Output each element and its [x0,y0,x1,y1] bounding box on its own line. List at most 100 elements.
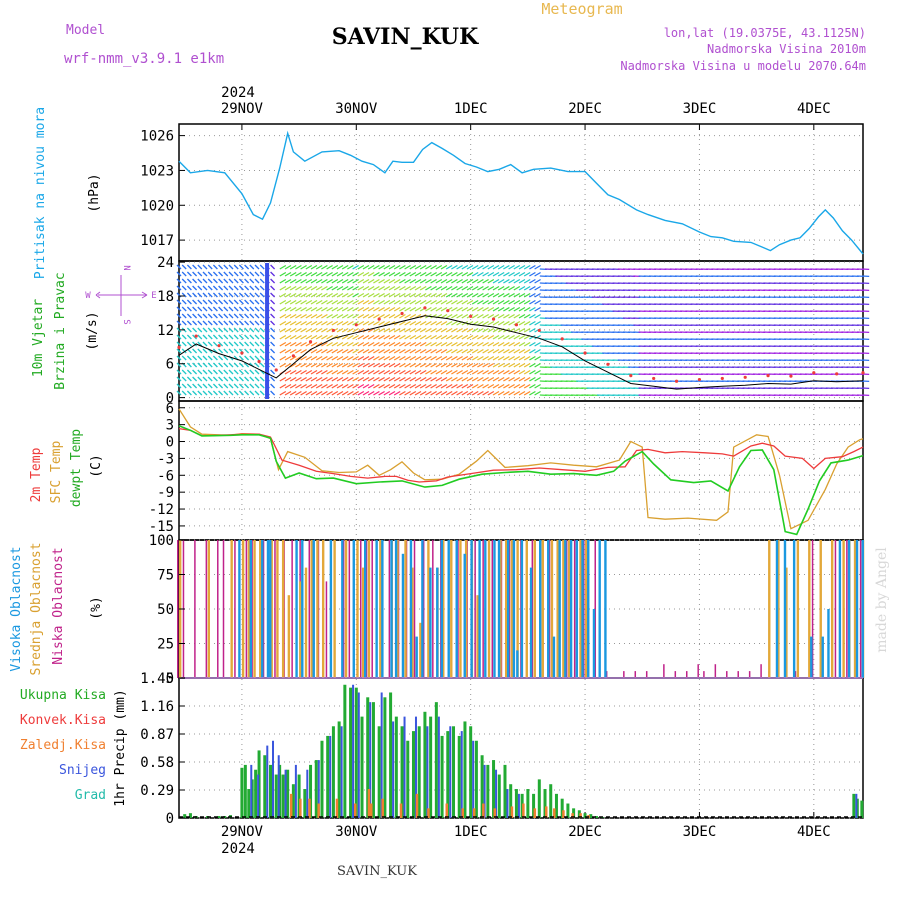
wind-barb [310,306,318,312]
model-name: wrf-nmm_v3.9.1 e1km [64,51,224,67]
total-precip-bar [560,798,564,818]
wind-barb [244,264,250,270]
wind-barb [326,264,333,270]
wind-barb [300,285,307,291]
wind-barb [279,264,287,270]
wind-barb [399,264,406,270]
wind-barb [523,313,531,319]
wind-barb [497,376,505,382]
wind-barb [249,306,255,312]
wind-barb [300,341,307,347]
wind-barb [482,383,489,389]
wind-barb [451,320,458,326]
wind-barb [425,376,432,382]
wind-barb [430,355,437,361]
wind-barb [186,299,192,305]
wind-barb [176,299,182,305]
wind-barb [212,271,218,277]
wind-barb [362,390,370,396]
wind-barb [352,383,359,389]
wind-barb [492,313,500,319]
wind-barb [300,383,307,389]
wind-barb [378,390,385,396]
wind-barb [378,348,385,354]
wind-barb [228,299,234,305]
low-cloud-bar [262,540,265,678]
wind-barb [445,271,453,277]
wind-barb [186,264,192,270]
model-label: Model [66,23,105,38]
wind-barb [186,383,192,389]
wind-barb [414,306,422,312]
wind-barb [310,341,318,347]
wind-barb [430,383,437,389]
wind-gust-marker [835,372,839,376]
wind-barb [399,383,406,389]
wind-barb [244,334,250,340]
wind-barb [409,292,417,298]
high-cloud-bar [415,636,418,678]
wind-barb [477,285,484,291]
snow-bar [317,760,320,818]
wind-barb [388,278,396,284]
wind-barb [445,362,453,368]
wind-barb [378,299,385,305]
wind-barb [357,306,365,312]
wind-barb [202,271,208,277]
wind-barb [508,348,515,354]
wind-barb [497,348,505,354]
wind-barb [477,355,484,361]
wind-barb [279,355,287,361]
wind-barb [228,334,234,340]
wind-barb [310,285,318,291]
wind-barb [523,341,531,347]
wind-barb [186,278,192,284]
wind-barb [492,306,500,312]
total-precip-bar [286,769,290,818]
high-cloud-bar [558,540,561,678]
pressure-ytick-label: 1017 [140,233,174,249]
wind-barb [393,383,401,389]
wind-barb [534,376,541,382]
wind-barb [513,292,521,298]
high-cloud-bar [821,636,824,678]
wind-barb [295,334,302,340]
wind-barb [347,390,354,396]
wind-barb [284,278,292,284]
mid-cloud-bar [259,540,262,678]
wind-barb [310,390,318,396]
wind-barb [534,362,541,368]
wind-barb [409,299,417,305]
wind-barb [482,390,489,396]
wind-barb [388,362,396,368]
wind-barb [456,264,463,270]
wind-barb [518,390,526,396]
wind-barb [373,264,380,270]
low-cloud-bar [245,540,248,678]
year-top: 2024 [221,85,255,101]
low-cloud-bar [645,671,648,678]
wind-barb [518,376,526,382]
wind-barb [393,334,401,340]
wind-barb [228,362,234,368]
wind-barb [362,376,370,382]
wind-barb [284,334,292,340]
wind-barb [367,313,375,319]
wind-barb [300,355,307,361]
wind-barb [492,383,500,389]
wind-barb [357,285,365,291]
wind-barb [477,348,484,354]
wind-barb [367,348,375,354]
wind-barb [362,362,370,368]
meteogram-title: Meteogram [541,0,622,18]
wind-barb [289,390,297,396]
wind-barb [279,285,287,291]
wind-barb [300,376,307,382]
wind-barb [445,327,453,333]
wind-barb [409,334,417,340]
wind-barb [388,383,396,389]
wind-barb [186,376,192,382]
wind-barb [383,285,391,291]
wind-barb [497,362,505,368]
